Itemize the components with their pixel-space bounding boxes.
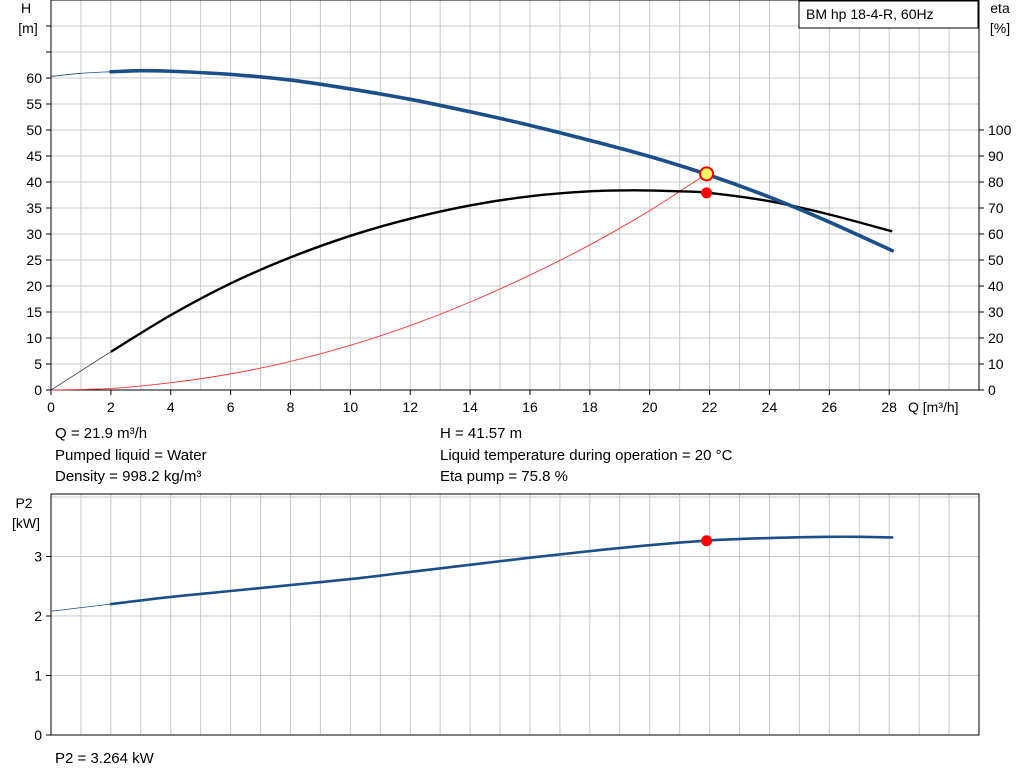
y2-tick-label: 90 (988, 148, 1004, 164)
x-tick-label: 2 (107, 399, 115, 415)
x-tick-label: 28 (881, 399, 897, 415)
info-eta: Eta pump = 75.8 % (440, 468, 568, 485)
performance-x-ticks: 0 2 4 6 8 10 12 14 16 18 20 22 24 26 28 (47, 390, 897, 415)
head-curve (109, 68, 894, 253)
legend-label: BM hp 18-4-R, 60Hz (806, 6, 934, 22)
y2-tick-label: 50 (988, 252, 1004, 268)
power-y-tick-label: 3 (34, 548, 42, 564)
head-duty-point (699, 166, 715, 182)
y-axis-label-power: P2 (15, 495, 32, 511)
x-axis-label: Q [m³/h] (908, 399, 959, 415)
y2-tick-label: 70 (988, 200, 1004, 216)
eta-curve-extension (50, 351, 112, 391)
x-tick-label: 26 (822, 399, 838, 415)
x-tick-label: 18 (582, 399, 598, 415)
power-y-tick-label: 2 (34, 608, 42, 624)
operating-info: Q = 21.9 m³/h Pumped liquid = Water Dens… (55, 425, 733, 485)
y-tick-label: 40 (26, 174, 42, 190)
y-tick-label: 0 (34, 382, 42, 398)
x-tick-label: 22 (702, 399, 718, 415)
y-tick-label: 5 (34, 356, 42, 372)
performance-duty-points (699, 166, 715, 199)
info-power: P2 = 3.264 kW (55, 750, 155, 767)
power-y-tick-label: 0 (34, 727, 42, 743)
power-curve-extension (50, 603, 111, 612)
power-series (50, 535, 894, 612)
y2-tick-label: 40 (988, 278, 1004, 294)
x-tick-label: 12 (402, 399, 418, 415)
x-tick-label: 4 (167, 399, 175, 415)
legend-box: BM hp 18-4-R, 60Hz (798, 0, 979, 29)
performance-grid (51, 0, 979, 390)
y2-axis-unit: [%] (990, 20, 1010, 36)
y-tick-label: 30 (26, 226, 42, 242)
eta-duty-point (701, 187, 713, 199)
power-grid (51, 494, 979, 735)
y-tick-label: 45 (26, 148, 42, 164)
eta-curve (110, 189, 893, 353)
y-axis-unit-power: [kW] (12, 515, 40, 531)
power-duty-points (701, 535, 713, 547)
y-tick-label: 60 (26, 70, 42, 86)
info-density: Density = 998.2 kg/m³ (55, 468, 201, 485)
x-tick-label: 14 (462, 399, 478, 415)
y-tick-label: 55 (26, 96, 42, 112)
info-temperature: Liquid temperature during operation = 20… (440, 447, 733, 464)
y2-tick-label: 0 (988, 382, 996, 398)
y2-tick-label: 60 (988, 226, 1004, 242)
y-tick-label: 35 (26, 200, 42, 216)
y2-tick-label: 30 (988, 304, 1004, 320)
power-duty-point (701, 535, 713, 547)
x-tick-label: 8 (287, 399, 295, 415)
x-tick-label: 0 (47, 399, 55, 415)
x-tick-label: 10 (343, 399, 359, 415)
head-curve-extension (50, 71, 111, 77)
y-axis-unit-top: [m] (18, 20, 37, 36)
performance-y2-ticks: 0 10 20 30 40 50 60 70 80 90 100 (979, 122, 1012, 398)
performance-y-ticks: 0 5 10 15 20 25 30 35 40 45 50 55 60 (26, 25, 51, 398)
x-tick-label: 20 (642, 399, 658, 415)
y2-axis-label: eta (990, 0, 1010, 16)
y2-tick-label: 10 (988, 356, 1004, 372)
x-tick-label: 24 (762, 399, 778, 415)
x-tick-label: 16 (522, 399, 538, 415)
info-flow: Q = 21.9 m³/h (55, 425, 147, 442)
y2-tick-label: 20 (988, 330, 1004, 346)
x-tick-label: 6 (227, 399, 235, 415)
power-chart: 0 1 2 3 P2 [kW] (12, 493, 980, 743)
power-curve (109, 535, 894, 606)
y2-tick-label: 100 (988, 122, 1012, 138)
power-y-ticks: 0 1 2 3 (34, 548, 51, 743)
y-axis-label-top: H (21, 0, 31, 16)
performance-series (50, 68, 894, 391)
power-y-tick-label: 1 (34, 667, 42, 683)
performance-plot-frame (50, 0, 980, 391)
info-head: H = 41.57 m (440, 425, 522, 442)
info-liquid: Pumped liquid = Water (55, 447, 207, 464)
y-tick-label: 15 (26, 304, 42, 320)
y-tick-label: 50 (26, 122, 42, 138)
y-tick-label: 20 (26, 278, 42, 294)
system-curve (50, 173, 707, 391)
performance-chart: 0 2 4 6 8 10 12 14 16 18 20 22 24 26 28 05101520253035… (18, 0, 1012, 415)
y2-tick-label: 80 (988, 174, 1004, 190)
power-plot-frame (50, 493, 980, 736)
y-tick-label: 25 (26, 252, 42, 268)
y-tick-label: 10 (26, 330, 42, 346)
